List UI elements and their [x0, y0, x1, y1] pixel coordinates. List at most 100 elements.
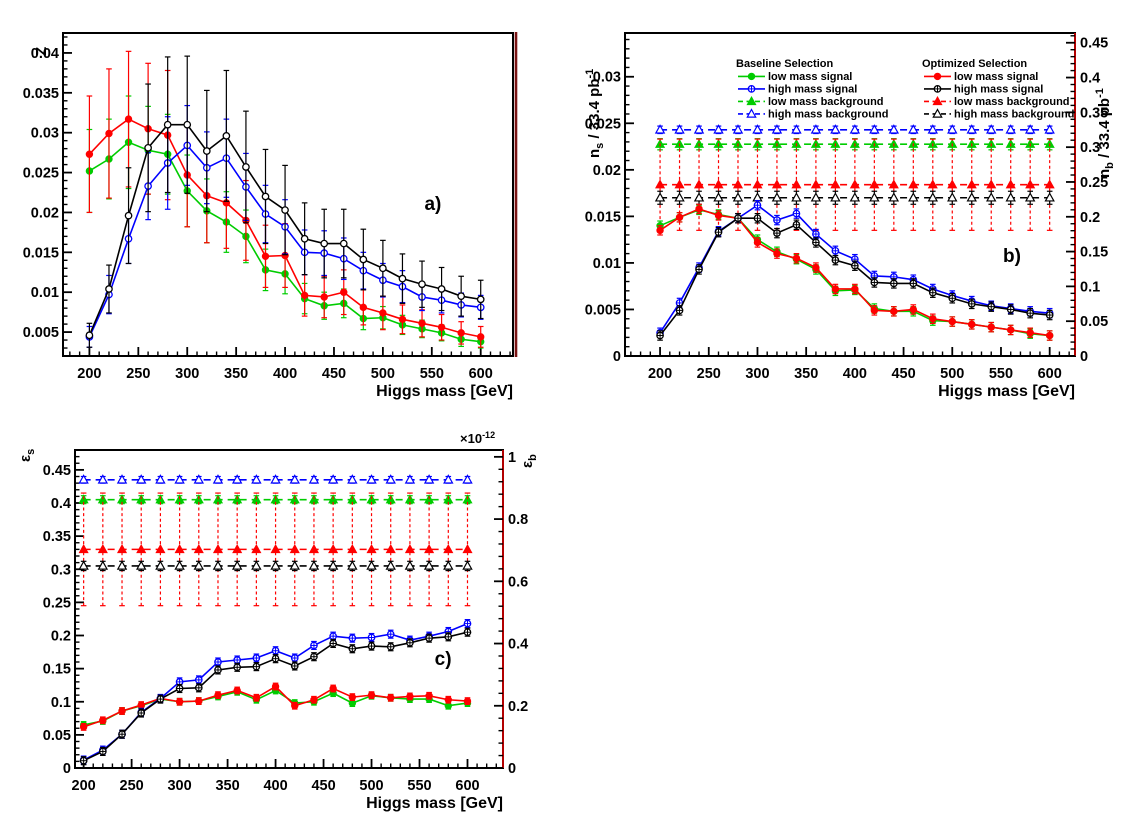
- marker-filled-circle: [398, 315, 407, 324]
- y-tick-label: 0.025: [585, 116, 621, 132]
- marker-filled-circle: [1026, 329, 1034, 337]
- marker-filled-circle: [933, 72, 942, 81]
- y-tick-label: 0.45: [43, 463, 71, 479]
- marker-open-triangle: [888, 192, 900, 202]
- x-tick-label: 450: [311, 778, 335, 794]
- x-tick-label: 450: [891, 366, 915, 382]
- series-optimized-high-mass-background: [654, 190, 1055, 205]
- legend-item-label: high mass signal: [954, 84, 1043, 96]
- marker-open-triangle: [251, 474, 262, 484]
- series-optimized-high-mass-background: [78, 560, 473, 572]
- legend-group-title: Baseline Selection: [736, 58, 833, 70]
- x-tick-label: 300: [175, 366, 199, 382]
- marker-open-triangle: [97, 474, 109, 484]
- marker-open-triangle: [1024, 192, 1036, 202]
- marker-filled-triangle: [116, 543, 128, 554]
- series-optimized-low-mass-background: [655, 138, 1055, 231]
- marker-open-triangle: [713, 192, 724, 202]
- marker-open-circle: [105, 285, 113, 293]
- marker-open-triangle: [830, 124, 841, 134]
- marker-filled-triangle: [869, 179, 880, 189]
- marker-filled-circle: [812, 263, 820, 272]
- marker-filled-triangle: [212, 543, 224, 554]
- y-tick-label: 0.01: [31, 285, 59, 301]
- y-tick-label: 0.04: [31, 46, 59, 62]
- marker-open-circle: [183, 120, 192, 129]
- y-axis-left: 0 0.005 0.01 0.015 0.02 0.025 0.03: [585, 38, 634, 365]
- x-tick-label: 500: [371, 366, 395, 382]
- x-tick-label: 600: [469, 366, 493, 382]
- legend-item-label: high mass background: [768, 109, 888, 121]
- marker-filled-circle: [909, 305, 918, 314]
- marker-open-circle: [242, 163, 250, 171]
- marker-filled-circle: [1045, 331, 1054, 340]
- plot-c: 200 250 300 350 400 450 500 550 600 Higgs mass [G…: [17, 428, 565, 814]
- marker-filled-triangle: [947, 179, 958, 189]
- marker-filled-circle: [124, 115, 133, 123]
- marker-open-triangle: [947, 124, 958, 134]
- x-tick-label: 250: [697, 366, 721, 382]
- marker-open-triangle: [1024, 124, 1036, 134]
- marker-open-triangle: [810, 124, 822, 134]
- marker-open-triangle: [327, 560, 339, 570]
- marker-open-triangle: [966, 124, 977, 134]
- plot-frame: [62, 32, 514, 357]
- legend-item-label: high mass signal: [768, 84, 857, 96]
- panel-annotation: c): [435, 649, 452, 670]
- marker-filled-circle: [425, 692, 433, 700]
- marker-open-triangle: [423, 560, 435, 570]
- marker-open-triangle: [270, 560, 281, 570]
- marker-open-triangle: [810, 192, 822, 202]
- marker-open-triangle: [732, 124, 744, 134]
- x-tick-label: 600: [455, 778, 479, 794]
- marker-open-triangle: [366, 560, 377, 570]
- marker-open-triangle: [116, 474, 128, 484]
- marker-filled-circle: [85, 150, 94, 158]
- marker-filled-circle: [99, 716, 107, 724]
- marker-filled-circle: [831, 285, 840, 293]
- marker-open-triangle: [947, 192, 958, 202]
- marker-filled-circle: [948, 317, 956, 326]
- marker-open-circle: [418, 280, 426, 289]
- y-tick-label: 0.4: [51, 496, 71, 512]
- marker-open-circle: [359, 255, 368, 264]
- marker-filled-circle: [175, 698, 184, 706]
- plot-frame: [74, 449, 504, 769]
- x-axis-label: Higgs mass [GeV]: [376, 383, 513, 400]
- marker-filled-circle: [890, 307, 898, 316]
- marker-open-circle: [457, 292, 466, 301]
- marker-open-circle: [320, 239, 329, 248]
- y-tick-label: 0.025: [23, 166, 59, 182]
- marker-open-triangle: [462, 474, 473, 484]
- marker-open-triangle: [97, 560, 109, 570]
- x-tick-label: 500: [359, 778, 383, 794]
- marker-filled-circle: [418, 319, 426, 328]
- marker-filled-triangle: [966, 179, 977, 189]
- marker-filled-circle: [747, 72, 756, 81]
- y-tick-label: 0.02: [593, 163, 621, 179]
- marker-filled-circle: [252, 694, 261, 702]
- marker-open-triangle: [1005, 192, 1016, 202]
- marker-open-triangle: [347, 560, 358, 570]
- marker-filled-triangle: [308, 543, 319, 554]
- y-tick-label: 0.25: [43, 595, 71, 611]
- marker-filled-triangle: [462, 543, 473, 554]
- marker-open-triangle: [289, 560, 300, 570]
- marker-open-triangle: [347, 474, 358, 484]
- marker-filled-triangle: [270, 543, 281, 554]
- marker-filled-triangle: [849, 179, 860, 189]
- y-tick-label: 0.2: [51, 629, 71, 645]
- marker-open-circle: [144, 143, 152, 152]
- y-right-tick-label: 0: [508, 761, 516, 777]
- y-axis-label: ns / 33.4 pb-1: [585, 69, 606, 158]
- x-tick-label: 550: [407, 778, 431, 794]
- y-right-axis-multiplier: ×10-12: [460, 430, 495, 446]
- marker-filled-circle: [118, 707, 126, 715]
- marker-open-triangle: [174, 560, 185, 570]
- legend-item-label: low mass signal: [954, 71, 1038, 83]
- y-right-tick-label: 0.15: [1080, 245, 1108, 261]
